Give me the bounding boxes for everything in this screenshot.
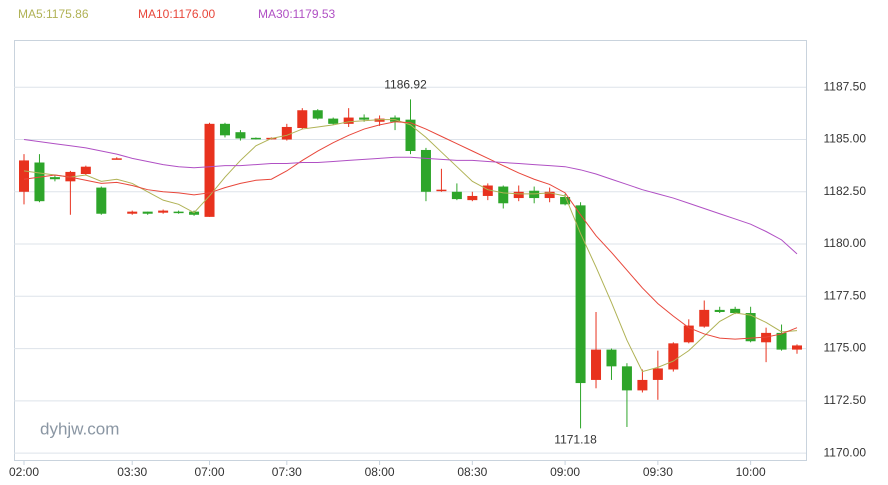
x-tick-label: 07:00 [195, 465, 225, 479]
candle-body [19, 160, 29, 192]
candle-body [173, 211, 184, 214]
candle-body [560, 197, 571, 205]
candle-body [281, 126, 292, 140]
candle-body [127, 211, 138, 214]
candle-body [80, 166, 91, 175]
y-tick-label: 1185.00 [824, 132, 867, 146]
y-tick-label: 1180.00 [824, 236, 867, 250]
x-tick-label: 08:00 [365, 465, 395, 479]
candle-body [668, 343, 679, 370]
candle-body [513, 191, 524, 199]
ma-line [23, 139, 798, 255]
candle-body [359, 117, 370, 120]
ma-line [23, 121, 798, 340]
candle-body [142, 211, 153, 214]
y-tick-label: 1175.00 [824, 341, 867, 355]
candle-body [250, 137, 261, 140]
x-tick-label: 09:00 [550, 465, 580, 479]
candle-body [745, 313, 756, 342]
y-tick-label: 1172.50 [824, 393, 867, 407]
candle-body [374, 118, 385, 122]
candle-body [776, 332, 787, 350]
candle-body [34, 162, 45, 202]
candle-body [683, 325, 694, 343]
candle-body [436, 189, 447, 192]
candle-body [111, 158, 122, 160]
extreme-label: 1171.18 [554, 433, 597, 447]
candle-body [158, 210, 169, 213]
candle-body [405, 119, 416, 152]
candle-body [49, 177, 60, 180]
ma-line [23, 119, 798, 373]
candle-body [498, 186, 509, 204]
candle-body [482, 185, 493, 196]
candle-body [544, 191, 555, 199]
candle-body [467, 195, 478, 201]
candle-body [792, 345, 802, 350]
candle-body [714, 309, 725, 312]
y-tick-label: 1187.50 [824, 79, 867, 93]
y-tick-label: 1182.50 [824, 184, 867, 198]
x-tick-label: 02:00 [9, 465, 39, 479]
x-tick-label: 03:30 [117, 465, 147, 479]
candle-body [204, 123, 215, 217]
candle-body [343, 117, 354, 124]
candle-body [529, 190, 540, 199]
candle-body [606, 349, 617, 367]
legend-entry: MA10:1176.00 [138, 7, 215, 21]
candle-body [621, 366, 632, 391]
x-tick-label: 08:30 [457, 465, 487, 479]
candle-body [761, 332, 772, 343]
x-tick-label: 10:00 [736, 465, 766, 479]
candle-body [65, 171, 76, 182]
candle-body [328, 118, 339, 124]
candle-body [591, 349, 602, 380]
candle-body [420, 149, 431, 192]
y-tick-label: 1177.50 [824, 288, 867, 302]
candle-body [312, 110, 323, 119]
candle-body [699, 309, 710, 327]
candle-body [297, 110, 308, 129]
x-tick-label: 09:30 [643, 465, 673, 479]
candle-body [637, 379, 648, 391]
candle-body [96, 187, 107, 214]
legend-entry: MA5:1175.86 [18, 7, 89, 21]
extreme-label: 1186.92 [384, 78, 427, 92]
candle-body [730, 308, 741, 314]
candle-body [451, 191, 462, 200]
candle-body [235, 132, 246, 139]
y-tick-label: 1170.00 [824, 445, 867, 459]
candle-body [575, 205, 586, 384]
candle-body [219, 123, 230, 136]
watermark: dyhjw.com [40, 419, 119, 438]
legend-entry: MA30:1179.53 [258, 7, 335, 21]
plot-frame [14, 40, 807, 461]
x-tick-label: 07:30 [272, 465, 302, 479]
candle-body [652, 368, 663, 380]
